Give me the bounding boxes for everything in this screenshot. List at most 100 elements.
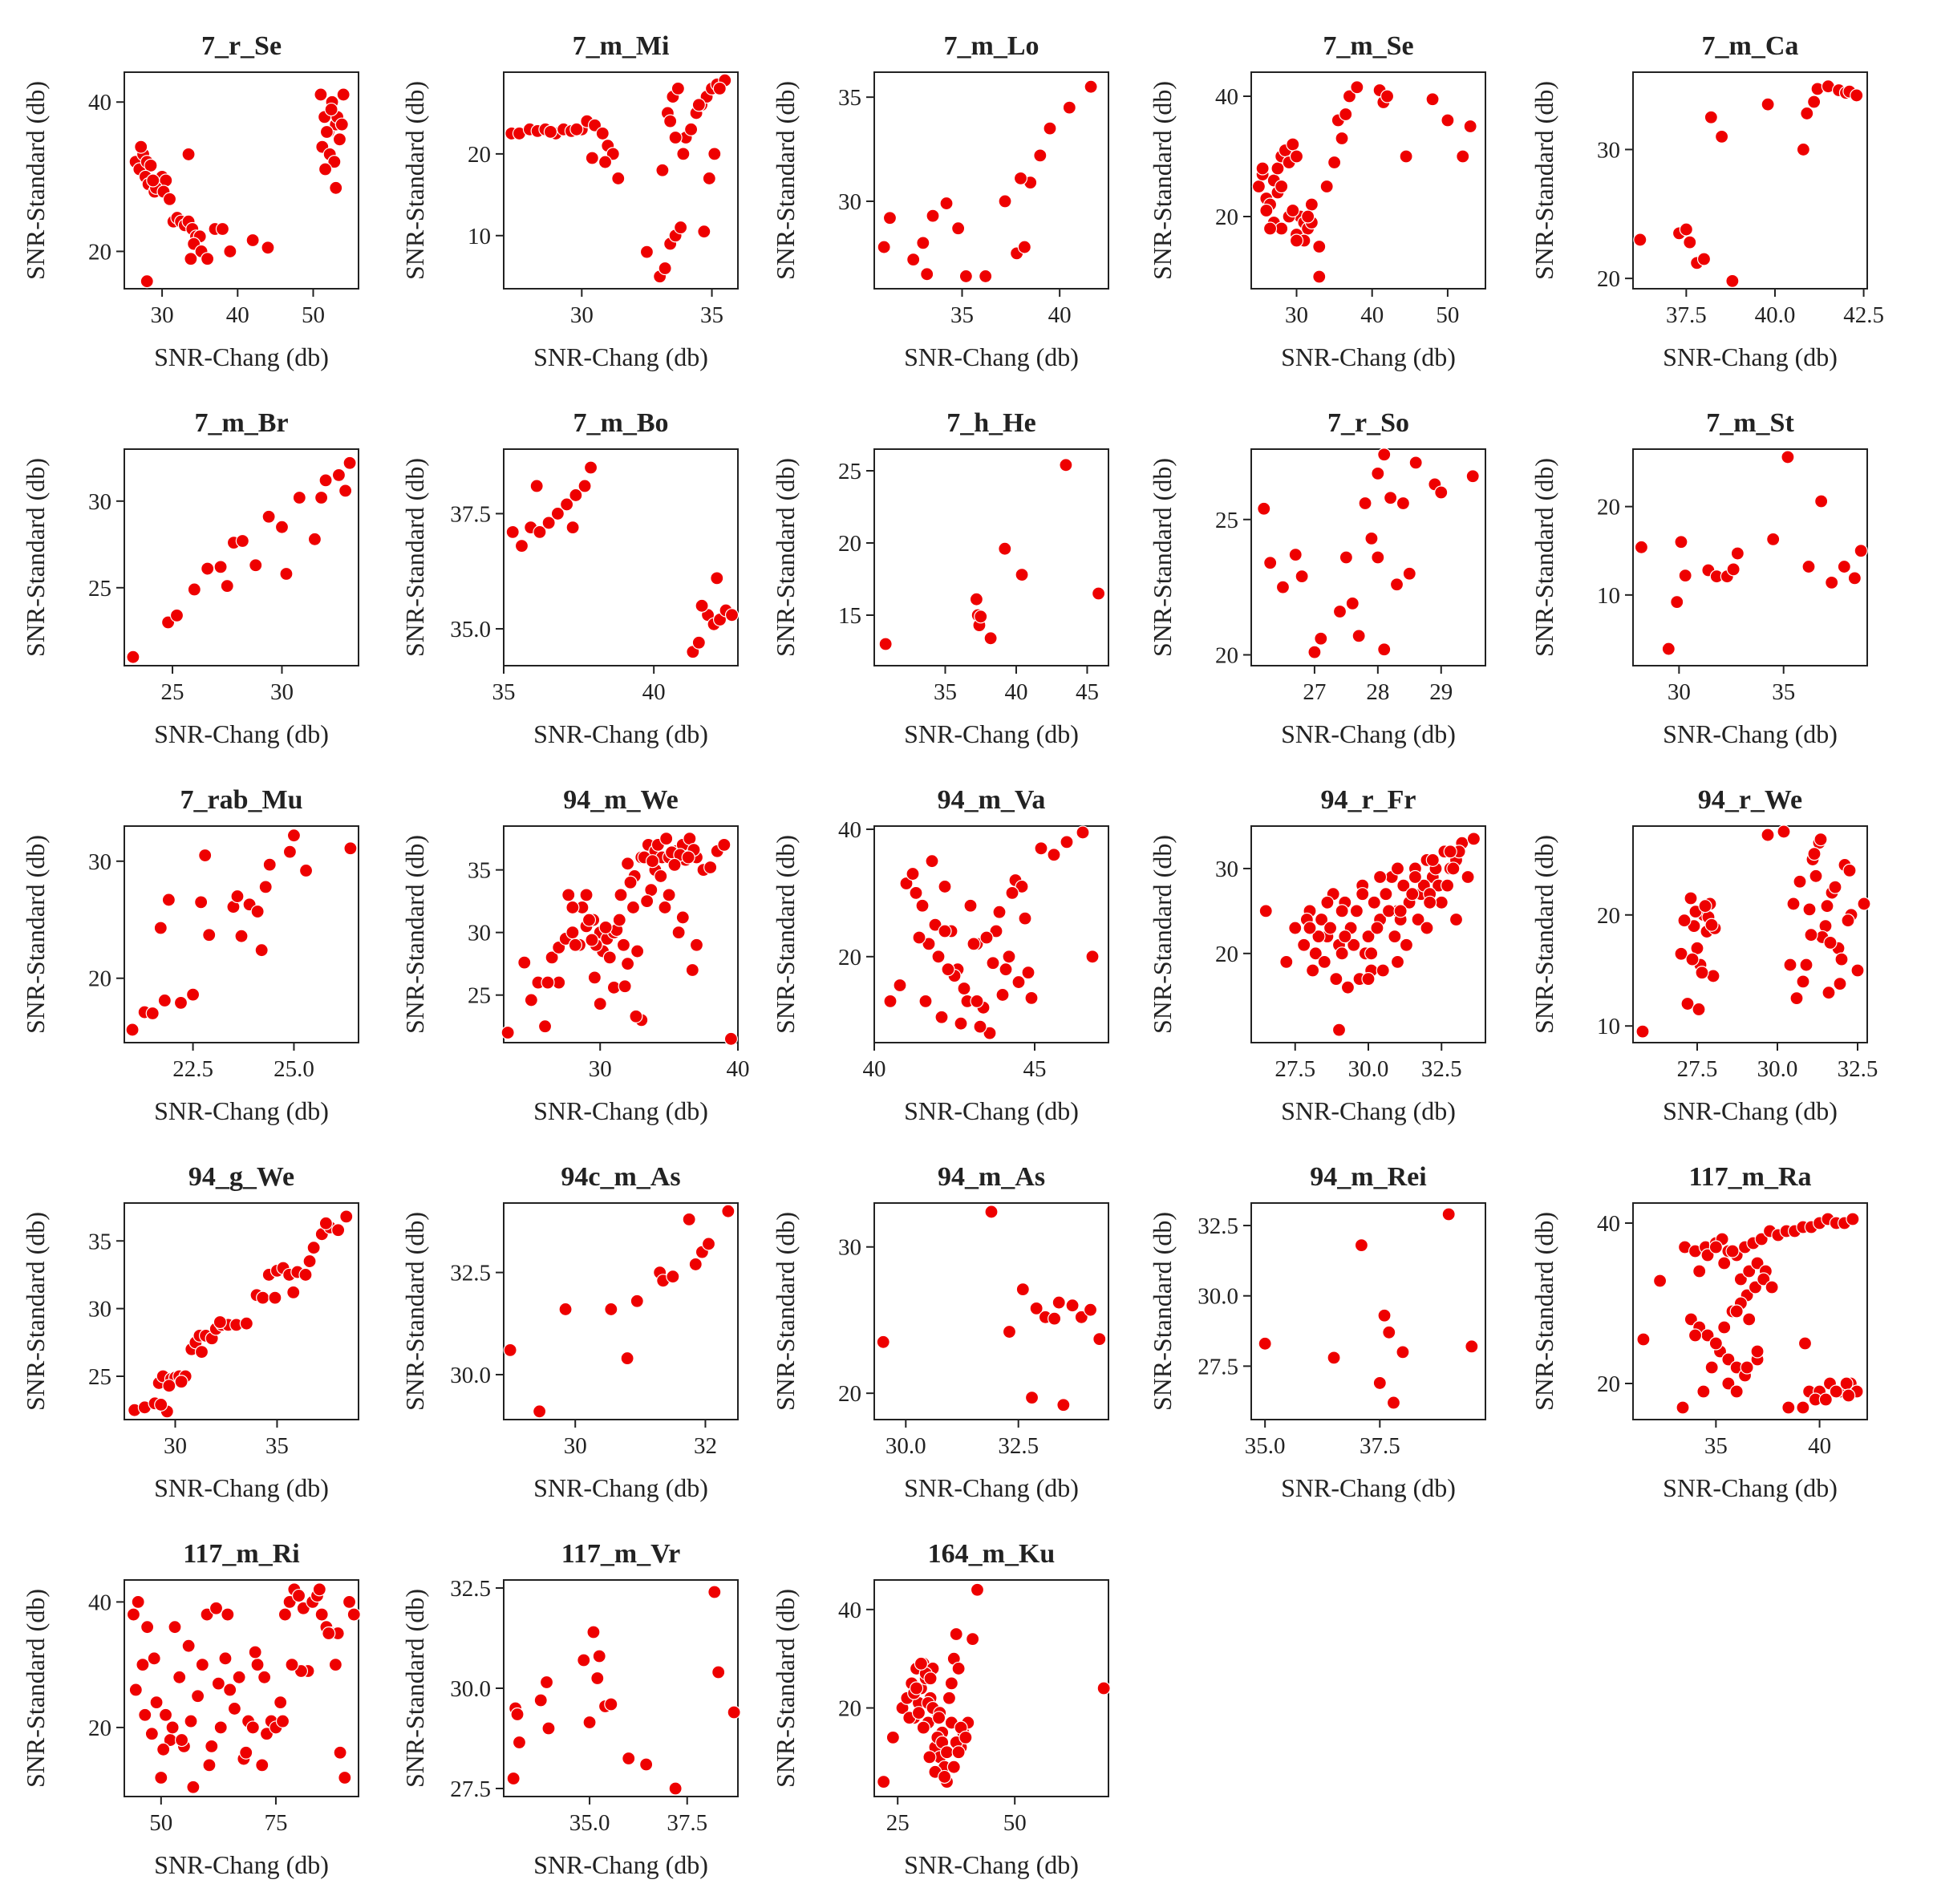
scatter-point (689, 938, 704, 952)
x-tick-label: 32.5 (1421, 1056, 1462, 1082)
scatter-point (202, 1758, 217, 1772)
subplot-94_m_We: 94_m_We 30 40 25 30 35 SNR-Chang (db) SNR-Stand… (400, 785, 750, 1125)
scatter-point (577, 1653, 591, 1667)
scatter-point (663, 114, 678, 128)
x-tick-label: 35 (950, 302, 974, 328)
scatter-point (1288, 548, 1303, 562)
subplot-94_r_Fr: 94_r_Fr 27.5 30.0 32.5 20 30 SNR-Chang (db) SNR… (1148, 785, 1486, 1125)
scatter-point (1402, 566, 1416, 581)
scatter-point (1633, 233, 1647, 247)
scatter-point (1721, 1376, 1736, 1391)
x-axis-label: SNR-Chang (db) (154, 719, 329, 748)
subplot-94c_m_As: 94c_m_As 30 32 30.0 32.5 SNR-Chang (db) SNR-St… (400, 1162, 739, 1502)
scatter-point (506, 1771, 521, 1786)
subplot-title: 117_m_Vr (561, 1539, 681, 1569)
scatter-point (659, 832, 674, 846)
scatter-point (126, 650, 140, 664)
scatter-point (683, 122, 699, 136)
x-tick-label: 50 (302, 302, 325, 328)
scatter-point (1674, 535, 1688, 549)
scatter-point (928, 918, 942, 932)
scatter-point (1377, 642, 1392, 657)
plot-frame (503, 825, 739, 1043)
scatter-point (885, 1730, 900, 1744)
scatter-point (925, 854, 939, 869)
scatter-point (592, 1649, 606, 1663)
scatter-point (1274, 179, 1289, 194)
scatter-point (181, 147, 196, 162)
x-tick-label: 35 (265, 1433, 289, 1459)
scatter-point (169, 608, 184, 622)
plot-frame (503, 1202, 739, 1420)
y-tick-label: 20 (1597, 903, 1620, 929)
x-axis-label: SNR-Chang (db) (1281, 719, 1456, 748)
scatter-points (128, 1209, 354, 1419)
scatter-point (514, 539, 529, 553)
subplot-title: 94_m_We (563, 785, 679, 815)
scatter-point (250, 1658, 265, 1672)
scatter-point (942, 1691, 957, 1705)
scatter-point (1740, 1360, 1754, 1375)
scatter-point (314, 1607, 329, 1622)
scatter-point (278, 1607, 292, 1622)
x-tick-label: 25.0 (274, 1056, 314, 1082)
scatter-point (1390, 861, 1405, 876)
y-tick-label: 20 (88, 1716, 111, 1741)
scatter-point (1380, 89, 1395, 103)
subplot-7_rab_Mu: 7_rab_Mu 22.5 25.0 20 30 SNR-Chang (db) SNR-St… (21, 785, 359, 1125)
y-axis-label: SNR-Standard (db) (771, 81, 800, 280)
x-axis-label: SNR-Chang (db) (533, 1850, 708, 1879)
scatter-points (500, 832, 739, 1046)
scatter-point (1846, 1212, 1860, 1226)
scatter-point (1696, 252, 1712, 266)
x-tick-label: 40 (727, 1056, 750, 1082)
y-tick-label: 30.0 (1197, 1284, 1238, 1310)
x-axis-label: SNR-Chang (db) (154, 1850, 329, 1879)
scatter-point (157, 993, 172, 1008)
scatter-point (202, 928, 217, 942)
scatter-point (324, 102, 338, 117)
scatter-point (983, 631, 998, 646)
scatter-points (126, 456, 357, 664)
scatter-point (1251, 179, 1266, 194)
scatter-point (1307, 645, 1322, 659)
x-tick-label: 35.0 (1245, 1433, 1286, 1459)
y-axis-label: SNR-Standard (db) (771, 1212, 800, 1411)
scatter-point (545, 950, 559, 965)
scatter-point (533, 525, 547, 540)
scatter-point (261, 509, 276, 524)
subplot-title: 7_rab_Mu (180, 785, 303, 815)
scatter-point (1834, 952, 1849, 966)
scatter-point (674, 220, 688, 235)
scatter-point (1748, 1280, 1763, 1294)
y-tick-label: 30 (1597, 137, 1620, 163)
scatter-point (1411, 912, 1425, 927)
scatter-point (614, 888, 628, 902)
scatter-point (1015, 879, 1029, 894)
scatter-point (1850, 963, 1865, 978)
scatter-point (918, 994, 933, 1008)
scatter-point (882, 211, 898, 225)
scatter-point (223, 244, 237, 259)
scatter-points (1258, 832, 1481, 1037)
scatter-point (984, 1205, 999, 1219)
plot-frame (1250, 448, 1486, 666)
plot-frame (1250, 71, 1486, 290)
scatter-point (622, 1751, 636, 1766)
scatter-point (931, 1711, 946, 1725)
scatter-point (909, 1681, 924, 1695)
scatter-point (934, 1010, 949, 1024)
scatter-point (318, 162, 333, 176)
scatter-point (1704, 110, 1718, 124)
scatter-point (1314, 912, 1329, 927)
scatter-point (541, 975, 555, 990)
scatter-point (162, 192, 177, 206)
scatter-point (258, 880, 273, 894)
scatter-point (1076, 825, 1090, 840)
scatter-point (983, 1026, 997, 1040)
scatter-point (334, 117, 349, 132)
scatter-point (1841, 914, 1855, 928)
scatter-point (1781, 1400, 1796, 1415)
scatter-point (161, 893, 176, 907)
scatter-point (1396, 878, 1411, 893)
